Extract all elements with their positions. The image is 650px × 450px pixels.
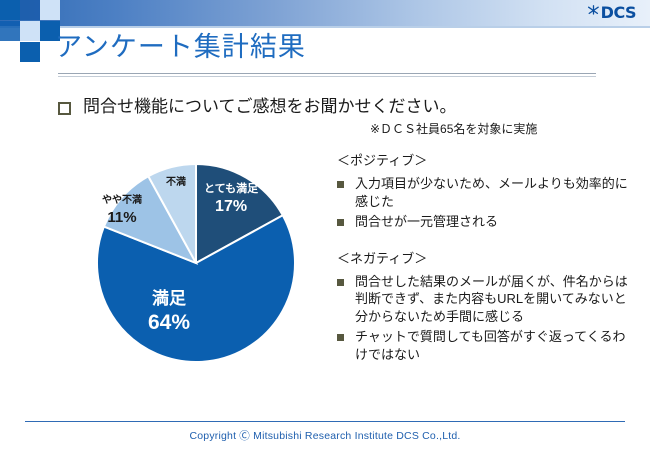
pie-chart-svg: [96, 162, 296, 363]
starburst-icon: [587, 5, 600, 21]
survey-note: ※ＤＣＳ社員65名を対象に実施: [370, 122, 538, 136]
page-title: アンケート集計結果: [55, 32, 306, 62]
header-band: [0, 0, 650, 26]
list-item-text: 入力項目が少ないため、メールよりも効率的に感じた: [355, 176, 628, 209]
question-text: 問合せ機能についてご感想をお聞かせください。: [83, 97, 457, 116]
footer-divider: [25, 421, 625, 422]
comments-panel: ＜ポジティブ＞ 入力項目が少ないため、メールよりも効率的に感じた 問合せが一元管…: [337, 152, 637, 366]
pie-slice: [146, 162, 197, 264]
negative-block: ＜ネガティブ＞ 問合せした結果のメールが届くが、件名からは判断できず、また内容も…: [337, 250, 637, 364]
square-bullet-icon: [337, 334, 344, 341]
square-bullet-icon: [337, 278, 344, 286]
checker-square: [20, 21, 40, 41]
list-item-text: 問合せが一元管理される: [355, 214, 499, 229]
square-bullet-icon: [337, 219, 344, 226]
positive-block: ＜ポジティブ＞ 入力項目が少ないため、メールよりも効率的に感じた 問合せが一元管…: [337, 152, 637, 231]
pie-chart: とても満足 17% 満足 64% やや不満 11% 不満: [96, 150, 306, 365]
list-item: 問合せした結果のメールが届くが、件名からは判断できず、また内容もURLを開いてみ…: [337, 273, 637, 326]
logo-text: DCS: [600, 3, 637, 22]
negative-list: 問合せした結果のメールが届くが、件名からは判断できず、また内容もURLを開いてみ…: [337, 273, 637, 364]
positive-list: 入力項目が少ないため、メールよりも効率的に感じた 問合せが一元管理される: [337, 175, 637, 231]
checker-decoration: [0, 0, 62, 62]
question-row: 問合せ機能についてご感想をお聞かせください。: [58, 95, 457, 119]
list-item-text: 問合せした結果のメールが届くが、件名からは判断できず、また内容もURLを開いてみ…: [355, 273, 628, 324]
dcs-logo: DCS: [587, 3, 637, 23]
square-bullet-icon: [337, 181, 344, 188]
pie-slices: [96, 162, 296, 363]
pie-slice: [195, 162, 285, 265]
pie-slice: [96, 213, 296, 363]
title-divider: [58, 73, 596, 74]
checker-square: [20, 0, 40, 20]
list-item: 入力項目が少ないため、メールよりも効率的に感じた: [337, 175, 637, 210]
checker-square: [40, 21, 60, 41]
pie-slice: [102, 174, 199, 265]
list-item: 問合せが一元管理される: [337, 213, 637, 231]
footer-copyright: Copyright Ⓒ Mitsubishi Research Institut…: [189, 430, 461, 442]
negative-heading: ＜ネガティブ＞: [337, 250, 428, 266]
checker-square: [0, 21, 20, 41]
positive-heading: ＜ポジティブ＞: [337, 153, 428, 168]
title-divider-secondary: [58, 76, 596, 77]
hollow-square-bullet-icon: [58, 102, 71, 115]
checker-square: [20, 42, 40, 62]
list-item: チャットで質問しても回答がすぐ返ってくるわけではない: [337, 328, 637, 363]
header-band-underline: [0, 26, 650, 28]
checker-square: [40, 0, 60, 20]
checker-square: [0, 0, 20, 20]
list-item-text: チャットで質問しても回答がすぐ返ってくるわけではない: [355, 329, 626, 362]
